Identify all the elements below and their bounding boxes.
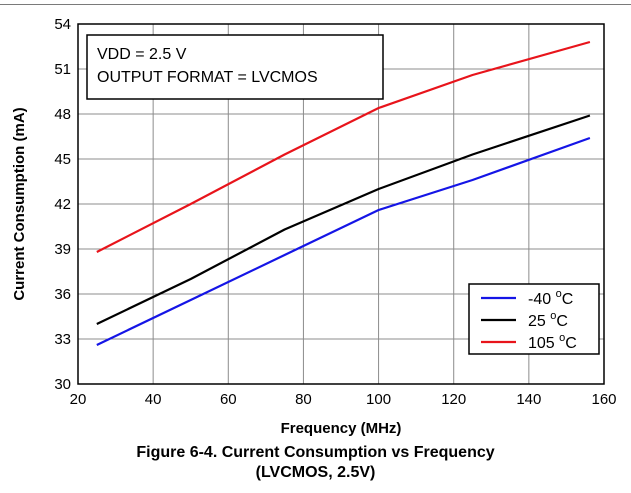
temperature-unit: C — [565, 335, 577, 352]
y-tick-label: 48 — [54, 106, 71, 123]
top-rule — [0, 4, 631, 5]
caption-subtitle: (LVCMOS, 2.5V) — [255, 464, 376, 481]
x-tick-label: 40 — [145, 391, 162, 408]
series-line-0 — [96, 136, 591, 346]
x-tick-labels: 20 40 60 80 100 120 140 160 — [70, 391, 617, 408]
figure-caption: Figure 6-4. Current Consumption vs Frequ… — [0, 443, 631, 483]
x-tick-label: 60 — [220, 391, 237, 408]
degree-mark: o — [550, 310, 556, 322]
y-tick-label: 51 — [54, 61, 71, 78]
series-line-2 — [96, 40, 591, 253]
annotation-box: VDD = 2.5 V OUTPUT FORMAT = LVCMOS — [86, 34, 384, 100]
temperature-unit: C — [556, 313, 568, 330]
x-tick-label: 140 — [516, 391, 541, 408]
legend-label: -40 oC — [528, 288, 573, 308]
y-tick-labels: 30 33 36 39 42 45 48 51 54 — [54, 16, 71, 393]
y-tick-label: 39 — [54, 241, 71, 258]
x-tick-label: 80 — [295, 391, 312, 408]
legend-label: 25 oC — [528, 310, 568, 330]
temperature-unit: C — [562, 291, 574, 308]
legend-label: 105 oC — [528, 332, 577, 352]
y-tick-label: 54 — [54, 16, 71, 33]
y-tick-label: 33 — [54, 331, 71, 348]
annotation-vdd: VDD = 2.5 V — [97, 46, 187, 63]
degree-mark: o — [559, 332, 565, 344]
y-tick-label: 45 — [54, 151, 71, 168]
annotation-output-format: OUTPUT FORMAT = LVCMOS — [97, 69, 318, 86]
x-tick-label: 160 — [591, 391, 616, 408]
x-tick-label: 100 — [366, 391, 391, 408]
y-tick-label: 36 — [54, 286, 71, 303]
y-tick-label: 42 — [54, 196, 71, 213]
y-axis-label: Current Consumption (mA) — [11, 107, 28, 300]
series-line-1 — [96, 114, 591, 325]
x-tick-label: 120 — [441, 391, 466, 408]
y-tick-label: 30 — [54, 376, 71, 393]
series-layer — [96, 40, 591, 346]
x-tick-label: 20 — [70, 391, 87, 408]
plot-frame — [77, 23, 605, 385]
x-axis-label: Frequency (MHz) — [281, 420, 402, 437]
caption-title: Figure 6-4. Current Consumption vs Frequ… — [136, 444, 495, 461]
current-consumption-chart: 20 40 60 80 100 120 140 160 303336394245485154 … — [11, 16, 617, 437]
degree-mark: o — [556, 288, 562, 300]
